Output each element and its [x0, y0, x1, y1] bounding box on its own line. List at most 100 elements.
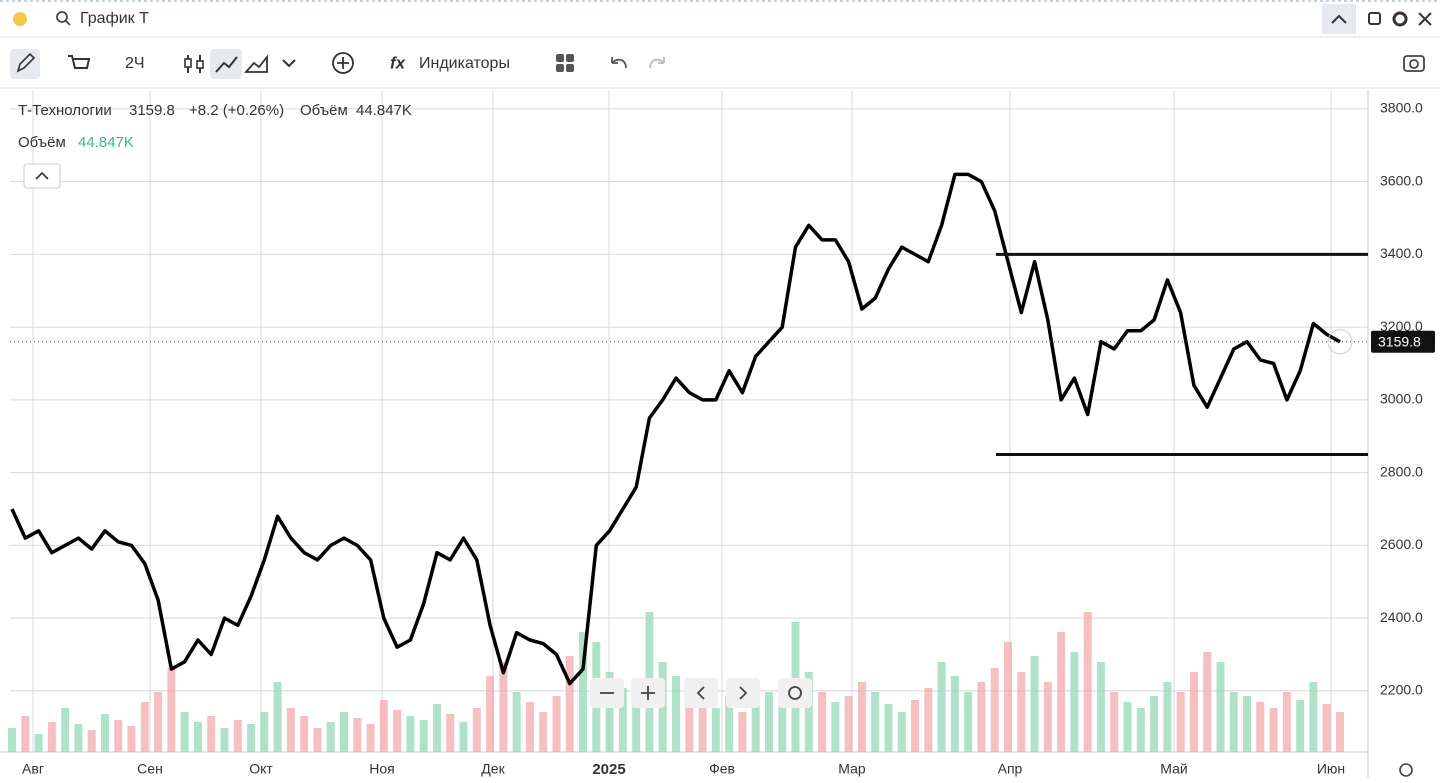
volume-bar	[1216, 662, 1225, 752]
layout-button[interactable]	[556, 54, 574, 72]
volume-bar	[140, 702, 149, 752]
volume-bar	[672, 676, 680, 752]
volume-bar	[897, 712, 906, 752]
volume-bar	[393, 710, 402, 752]
volume-bar	[778, 682, 787, 752]
axis-settings-button[interactable]	[1399, 763, 1413, 777]
volume-bar	[1256, 702, 1265, 752]
volume-bar	[1057, 632, 1066, 752]
volume-bar	[486, 676, 495, 752]
volume-bar	[1243, 696, 1252, 752]
y-tick-label: 2600.0	[1380, 536, 1423, 552]
volume-bar	[1309, 682, 1318, 752]
y-tick-label: 2400.0	[1380, 609, 1423, 625]
volume-bar	[618, 688, 627, 752]
volume-bar	[1083, 612, 1092, 752]
last-point	[1327, 329, 1353, 355]
volume-bar	[1150, 696, 1159, 752]
volume-bar	[977, 682, 986, 752]
draw-button[interactable]	[10, 49, 40, 79]
volume-bar	[419, 720, 428, 752]
volume-bar	[472, 708, 481, 752]
settings-button[interactable]	[1392, 11, 1408, 27]
collapse-icon	[1331, 14, 1347, 24]
interval-button[interactable]: 2Ч	[125, 55, 145, 72]
volume-bar	[632, 700, 641, 752]
scroll-left-button[interactable]	[684, 678, 718, 708]
screenshot-button[interactable]	[1403, 55, 1425, 72]
volume-value: 44.847K	[78, 134, 134, 151]
volume-bar	[154, 692, 163, 752]
scroll-right-button[interactable]	[726, 678, 760, 708]
volume-bar	[1123, 702, 1132, 752]
x-tick-label: Июн	[1317, 761, 1345, 777]
volume-bar	[100, 714, 109, 752]
volume-bar	[21, 716, 30, 752]
volume-bar	[565, 656, 574, 752]
reset-button[interactable]	[778, 678, 812, 708]
cart-button[interactable]	[68, 55, 91, 69]
scroll-right-icon	[739, 686, 748, 700]
last-price: 3159.8	[129, 102, 175, 119]
y-tick-label: 3600.0	[1380, 172, 1423, 188]
x-tick-label: Мар	[838, 761, 866, 777]
pencil-icon	[16, 52, 36, 73]
x-tick-label: 2025	[592, 761, 625, 778]
redo-button[interactable]	[649, 57, 665, 69]
window-title[interactable]: График Т	[80, 10, 149, 27]
volume-bar	[406, 716, 415, 752]
undo-button[interactable]	[611, 57, 627, 69]
volume-bar	[180, 712, 189, 752]
volume-bar	[353, 718, 362, 752]
volume-bar	[1189, 672, 1198, 752]
symbol-name: Т-Технологии	[18, 102, 112, 119]
y-tick-label: 3400.0	[1380, 245, 1423, 261]
volume-bar	[804, 672, 813, 752]
navigation	[590, 678, 812, 708]
fx-icon: fx	[390, 53, 407, 72]
price-tag	[1371, 330, 1435, 353]
y-tick-label: 3800.0	[1380, 100, 1423, 116]
volume-bar	[685, 692, 694, 752]
volume-bar	[950, 676, 959, 752]
indicators-button[interactable]: Индикаторы	[419, 55, 510, 72]
volume-bar	[1203, 652, 1212, 752]
plot: 2200.0 2400.0 2600.0 2800.0 3000.0 3200.0 3400…	[0, 90, 1435, 778]
close-button[interactable]	[1418, 12, 1432, 26]
price-tag-label: 3159.8	[1378, 333, 1421, 349]
camera-icon	[1409, 59, 1419, 69]
collapse-button[interactable]	[1322, 4, 1356, 34]
volume-bar	[964, 692, 973, 752]
volume-bar	[8, 728, 16, 752]
volume-bar	[1336, 712, 1344, 752]
x-tick-label: Окт	[249, 761, 273, 777]
y-tick-label: 3000.0	[1380, 391, 1423, 407]
volume-bar	[738, 712, 747, 752]
volume-bar	[1004, 642, 1012, 752]
volume-bar	[193, 722, 202, 752]
search-icon	[65, 20, 71, 26]
volume-bar	[340, 712, 348, 752]
volume-bar	[499, 662, 508, 752]
add-button[interactable]	[332, 52, 354, 74]
volume-bar	[326, 722, 335, 752]
x-tick-label: Дек	[481, 761, 505, 777]
volume-bar	[711, 708, 720, 752]
window-button[interactable]	[1368, 12, 1381, 25]
x-tick-label: Май	[1160, 761, 1187, 777]
reset-icon	[788, 686, 802, 700]
volume-bar	[87, 730, 96, 752]
volume-bar	[698, 702, 707, 752]
collapse-legend-button[interactable]	[23, 163, 61, 189]
search-icon[interactable]	[56, 11, 68, 23]
volume-bar	[220, 728, 229, 752]
legend: Т-Технологии 3159.8 +8.2 (+0.26%) Объём …	[18, 102, 412, 189]
volume-bar	[1229, 692, 1238, 752]
area-button[interactable]	[243, 54, 268, 73]
scroll-left-icon	[696, 686, 705, 700]
chart-type-dropdown[interactable]	[282, 59, 296, 68]
volume-bar	[446, 714, 455, 752]
volume-bar	[605, 672, 614, 752]
